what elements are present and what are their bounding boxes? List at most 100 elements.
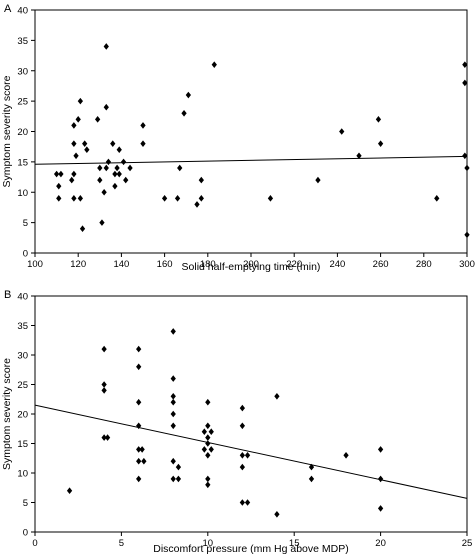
chart-1-x-axis-label: Solid half-emptying time (min) [182,261,321,273]
chart-1-data-point [97,164,103,172]
chart-1-data-point [315,176,321,184]
chart-1-data-point [161,195,168,202]
chart-1-data-point [140,140,146,147]
chart-2-data-point [205,440,211,447]
chart-2-data-point [141,457,147,465]
chart-1-x-tick-label: 300 [459,259,475,270]
chart-2-data-point [239,404,245,412]
chart-1-y-tick-label: 30 [17,66,28,77]
chart-1-data-point [120,158,127,166]
chart-1-x-tick-label: 220 [286,259,302,270]
chart-1-data-point [267,195,274,202]
chart-2-y-tick-label: 10 [17,469,28,480]
chart-1-data-point [434,195,440,202]
chart-2-data-point [205,475,211,483]
chart-2-data-point [175,475,182,483]
chart-1-y-tick-label: 0 [23,249,28,260]
chart-1-data-point [84,146,90,154]
chart-2-data-point [343,452,349,459]
chart-1-data-point [77,97,83,105]
chart-2-data-point [308,463,315,471]
chart-2-data-point [175,463,182,471]
chart-2-y-tick-label: 35 [17,321,28,332]
chart-2-data-point [139,446,145,453]
chart-1-data-point [375,116,382,123]
chart-2-y-tick-label: 40 [17,292,28,303]
chart-1-x-tick-label: 120 [70,259,86,270]
chart-2-data-point [239,499,245,506]
chart-2-x-tick-label: 0 [32,538,37,549]
chart-2-y-axis-label: Symptom severity score [1,358,13,470]
chart-2-plot-frame [34,295,468,533]
chart-1-data-point [356,152,362,160]
chart-1-data-point [114,164,120,172]
chart-2-data-point [274,393,280,400]
chart-1-data-point [339,128,345,135]
chart-2-y-tick-label: 30 [17,351,28,362]
chart-1-y-tick-label: 25 [17,97,28,108]
chart-2-data-point [136,422,142,430]
chart-1-data-point [71,140,77,147]
chart-2-data-point [66,487,73,494]
chart-2-x-tick-label: 25 [462,538,473,549]
chart-2-data-point [208,428,214,435]
chart-1-data-point [73,152,79,160]
chart-1-y-tick-label: 15 [17,157,28,168]
chart-1-data-point [77,195,83,202]
chart-1-data-point [194,201,200,208]
chart-1-data-point [58,170,64,178]
chart-1-data-point [95,116,101,123]
chart-1-data-point [462,152,468,160]
chart-1-data-point [71,122,77,129]
chart-2-data-point [205,422,211,430]
chart-2-data-point [274,511,280,518]
chart-1-x-tick-label: 200 [243,259,259,270]
chart-1-data-point [53,170,60,178]
chart-1-data-point [123,176,129,184]
chart-1-data-point [116,170,122,178]
chart-1-panel-label: A [4,3,12,15]
chart-1-data-point [71,170,77,178]
chart-1-data-point [103,103,109,111]
chart-2-data-point [136,363,142,371]
chart-1-data-point [101,188,107,196]
chart-1-data-point [75,116,81,123]
chart-2-data-point [170,375,176,382]
chart-2-data-point [239,422,245,430]
chart-1-data-point [82,140,88,147]
chart-1-y-axis-label: Symptom severity score [1,75,13,187]
chart-2-panel-label: B [4,289,11,301]
chart-2-data-point [170,410,176,418]
chart-2-data-point [308,475,315,483]
chart-2-data-point [170,393,176,400]
chart-1-data-point [198,176,204,184]
chart-2-data-point [136,345,142,353]
chart-1-data-point [112,170,118,178]
chart-2-data-point [170,457,176,465]
chart-1-y-tick-label: 5 [23,218,28,229]
chart-2-x-tick-label: 5 [119,538,124,549]
chart-2-y-tick-label: 25 [17,380,28,391]
chart-1-data-point [464,164,470,172]
chart-2-data-point [170,422,176,430]
chart-2-y-tick-label: 15 [17,439,28,450]
chart-1-data-point [105,158,112,166]
chart-1-data-point [127,164,133,172]
chart-1-data-point [140,122,146,129]
chart-2-data-point [170,328,176,335]
chart-1-data-point [185,91,191,99]
chart-1-data-point [112,182,118,190]
chart-1-x-tick-label: 160 [157,259,173,270]
chart-1-data-point [377,140,384,147]
chart-1-data-point [97,176,103,184]
chart-1-data-point [177,164,183,172]
chart-1-y-tick-label: 10 [17,188,28,199]
chart-2-x-tick-label: 15 [289,538,300,549]
chart-2-data-point [244,452,251,459]
chart-2-data-point [239,463,245,471]
chart-2-data-point [104,434,111,441]
chart-2-data-point [244,499,251,506]
chart-1-data-point [174,195,181,202]
chart-2-x-tick-label: 10 [203,538,214,549]
chart-2-data-point [101,434,107,441]
